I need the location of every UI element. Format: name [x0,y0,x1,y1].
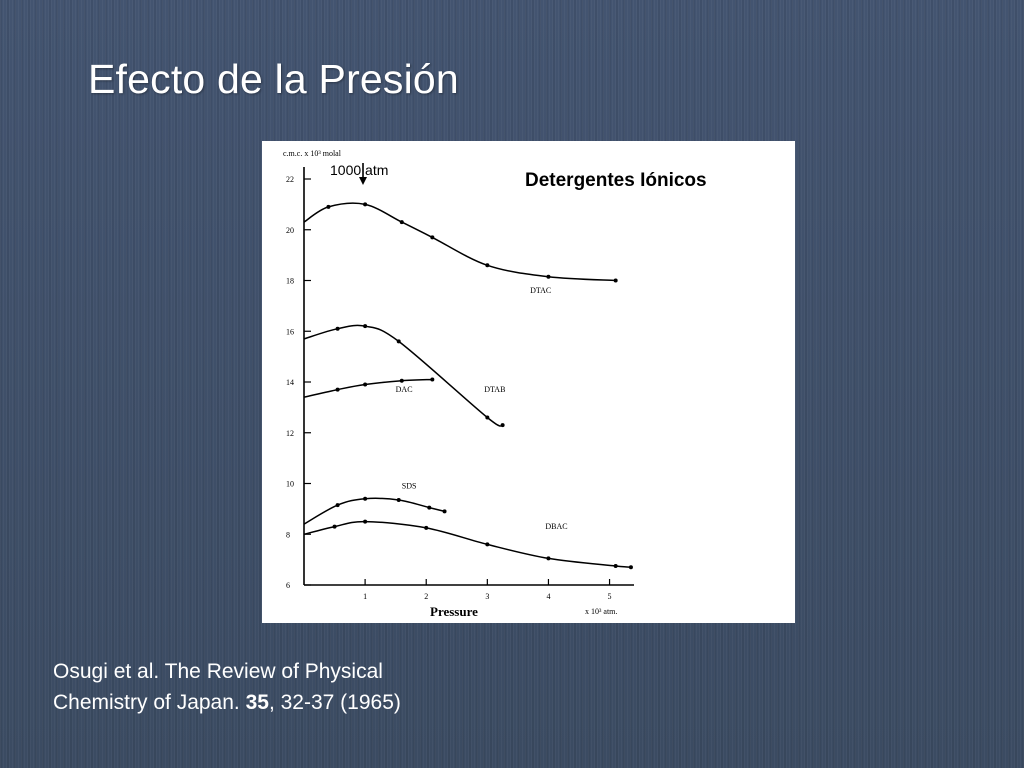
data-point-dtab [363,324,368,329]
series-label-dtab: DTAB [484,385,505,394]
data-point-dtac [363,202,368,207]
data-point-dbac [613,563,618,568]
citation-volume: 35 [245,691,269,714]
series-line-dac [303,378,433,398]
data-point-dtab [500,423,505,428]
data-point-dbac [332,524,337,529]
citation: Osugi et al. The Review of Physical Chem… [53,656,401,718]
series-line-dtab [303,324,503,427]
series-label-sds: SDS [402,482,417,491]
data-point-sds [396,497,401,502]
data-point-dtac [613,278,618,283]
citation-pages-year: , 32-37 (1965) [268,691,401,714]
data-point-sds [427,505,432,510]
data-point-dbac [546,556,551,561]
y-tick-label: 12 [286,429,294,438]
data-point-sds [363,496,368,501]
data-point-sds [335,503,340,508]
x-axis-label: Pressure [430,604,478,619]
citation-line-2: Chemistry of Japan. 35, 32-37 (1965) [53,687,401,718]
chart-series: DTAC DTAB DAC SDS DBAC [303,202,633,570]
x-tick-label: 1 [363,592,367,601]
data-point-dbac [363,519,368,524]
x-tick-label: 3 [485,592,489,601]
citation-journal: Chemistry of Japan. [53,691,246,714]
data-point-dac [335,387,340,392]
x-axis-unit: x 10³ atm. [585,607,617,616]
data-point-dtac [485,263,490,268]
x-tick-label: 4 [546,592,550,601]
data-point-dac [363,382,368,387]
y-tick-label: 22 [286,175,294,184]
series-label-dtac: DTAC [530,286,551,295]
data-point-dtac [399,220,404,225]
data-point-dbac [485,542,490,547]
y-axis-label: c.m.c. x 10³ molal [283,149,342,158]
y-tick-label: 16 [286,327,294,336]
data-point-dtab [396,339,401,344]
series-line-sds [303,497,445,525]
y-tick-label: 6 [286,581,290,590]
data-point-dtab [335,326,340,331]
annotation-arrow-icon [359,163,367,185]
y-tick-label: 20 [286,226,294,235]
y-tick-label: 14 [286,378,294,387]
pressure-annotation: 1000 atm [330,162,388,178]
data-point-dac [399,378,404,383]
series-line-dtac [303,202,616,282]
data-point-dtab [485,415,490,420]
data-point-dtac [430,235,435,240]
x-tick-label: 2 [424,592,428,601]
data-point-dtac [326,204,331,209]
series-line-dbac [303,520,631,568]
chart-title: Detergentes Iónicos [525,170,707,191]
x-tick-label: 5 [608,592,612,601]
data-point-sds [442,509,447,514]
y-tick-label: 10 [286,480,294,489]
data-point-dbac [628,565,633,570]
slide-title: Efecto de la Presión [88,56,459,102]
y-tick-label: 8 [286,530,290,539]
y-tick-label: 18 [286,277,294,286]
series-label-dbac: DBAC [545,522,567,531]
data-point-dtac [546,274,551,279]
chart-text: Detergentes Iónicos c.m.c. x 10³ molal P… [283,149,707,619]
figure-panel: 6 8 10 12 14 16 18 20 22 1 2 3 4 5 DTAC DTAB DAC SDS DBAC… [262,141,795,623]
data-point-dbac [424,525,429,530]
series-label-dac: DAC [396,385,413,394]
data-point-dac [430,377,435,382]
citation-line-1: Osugi et al. The Review of Physical [53,660,383,683]
